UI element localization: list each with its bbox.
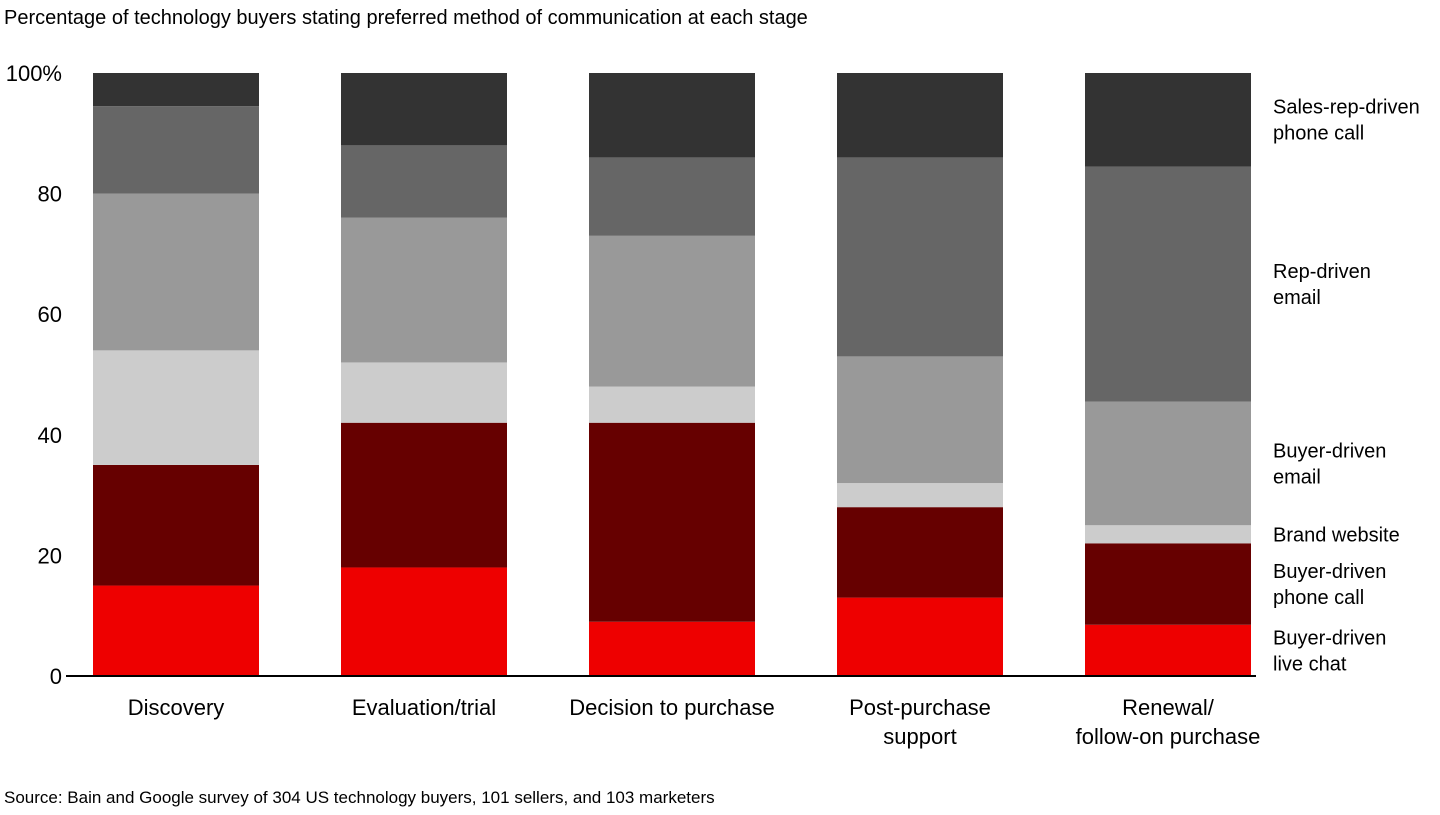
legend-label: Buyer-driven [1273,627,1386,649]
bar-segment [341,362,507,423]
x-tick-label: follow-on purchase [1076,724,1261,749]
bar-segment [93,106,259,194]
bar-segment [93,585,259,676]
bar-segment [589,621,755,676]
legend-label: phone call [1273,587,1364,609]
legend-label: email [1273,287,1321,309]
bar-segment [589,157,755,236]
legend-label: live chat [1273,653,1347,675]
bar-segment [589,73,755,158]
bar-segment [1085,401,1251,526]
bar-segment [93,350,259,465]
legend-item: Rep-driven email [1273,261,1371,309]
bar-segment [837,507,1003,598]
y-tick-label: 60 [38,302,62,327]
source-note: Source: Bain and Google survey of 304 US… [4,788,715,807]
y-tick-label: 20 [38,543,62,568]
bar-segment [341,422,507,568]
x-tick-label: Evaluation/trial [352,695,496,720]
x-axis: Discovery Evaluation/trial Decision to pur… [66,675,1261,749]
bar-segment [341,217,507,363]
bar-segment [341,145,507,218]
x-tick-label: Discovery [128,695,225,720]
y-tick-label: 40 [38,423,62,448]
bar-segment [837,356,1003,484]
bar-segment [1085,525,1251,544]
chart-title: Percentage of technology buyers stating … [4,7,808,29]
bar-segment [837,157,1003,357]
legend-item: Buyer-driven phone call [1273,561,1386,609]
legend-label: Buyer-driven [1273,561,1386,583]
bar-segment [1085,73,1251,167]
legend-item: Buyer-driven live chat [1273,627,1386,675]
bars [93,73,1251,676]
bar-segment [837,483,1003,508]
legend-label: phone call [1273,123,1364,145]
y-axis: 0 20 40 60 80 100% [6,61,62,689]
bar-segment [589,386,755,423]
bar-segment [837,73,1003,158]
bar-segment [93,193,259,351]
x-tick-label: Renewal/ [1122,695,1215,720]
bar-segment [341,73,507,146]
legend-item: Brand website [1273,524,1400,546]
y-tick-label: 0 [50,664,62,689]
x-tick-label: Post-purchase [849,695,991,720]
bar-segment [341,567,507,676]
bar-segment [1085,543,1251,625]
legend-item: Sales-rep-driven phone call [1273,97,1420,145]
legend-label: Brand website [1273,524,1400,546]
bar-segment [93,73,259,107]
legend-item: Buyer-driven email [1273,440,1386,488]
legend-label: Rep-driven [1273,261,1371,283]
bar-segment [1085,624,1251,676]
bar-segment [589,422,755,622]
x-tick-label: support [883,724,956,749]
y-tick-label: 80 [38,182,62,207]
legend-label: email [1273,466,1321,488]
bar-segment [93,464,259,586]
x-tick-label: Decision to purchase [569,695,774,720]
legend: Buyer-driven live chat Buyer-driven phone c… [1273,97,1420,676]
bar-segment [589,235,755,387]
bar-segment [1085,166,1251,402]
legend-label: Buyer-driven [1273,440,1386,462]
bar-segment [837,597,1003,676]
legend-label: Sales-rep-driven [1273,97,1420,119]
y-tick-label: 100% [6,61,62,86]
